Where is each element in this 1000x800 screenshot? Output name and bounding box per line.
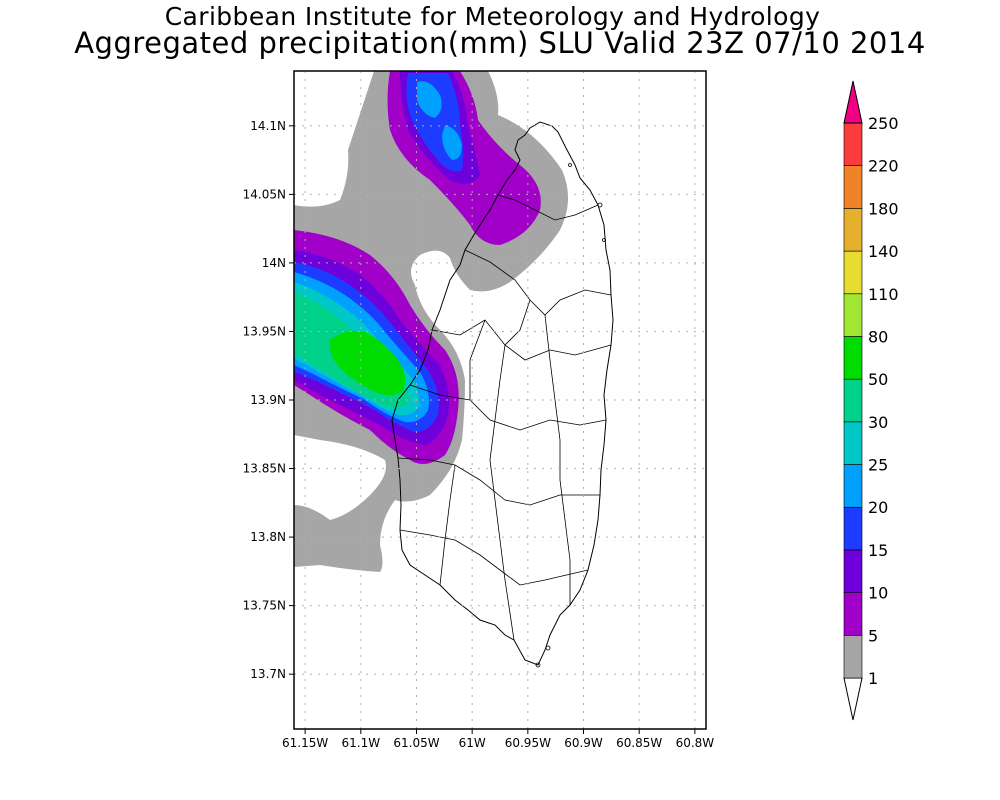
- colorbar-segment: [843, 208, 863, 252]
- lat-tick-label: 13.7N: [250, 667, 286, 681]
- colorbar-label: 1: [868, 669, 878, 688]
- lat-tick-label: 14N: [262, 256, 286, 270]
- colorbar-segment: [843, 635, 863, 679]
- colorbar-label: 250: [868, 114, 899, 133]
- map-subtitle: Aggregated precipitation(mm) SLU Valid 2…: [74, 26, 926, 60]
- colorbar-label: 220: [868, 157, 899, 176]
- lat-tick-label: 13.75N: [243, 599, 286, 613]
- lon-tick-label: 61W: [459, 736, 486, 750]
- colorbar-segment: [843, 250, 863, 295]
- colorbar-label: 10: [868, 584, 888, 603]
- colorbar-segment: [843, 336, 863, 380]
- coastal-islets: [535, 163, 606, 668]
- colorbar-segment: [843, 421, 863, 465]
- lat-tick-label: 14.1N: [250, 119, 286, 133]
- map-title: Caribbean Institute for Meteorology and …: [164, 2, 821, 31]
- lon-tick-label: 60.95W: [505, 736, 551, 750]
- lat-tick-label: 13.9N: [250, 393, 286, 407]
- saint-lucia-island: [391, 121, 614, 668]
- colorbar-label: 80: [868, 327, 888, 346]
- colorbar-label: 180: [868, 199, 899, 218]
- colorbar-label: 15: [868, 541, 888, 560]
- colorbar-label: 50: [868, 370, 888, 389]
- district-boundaries: [397, 194, 612, 641]
- lon-tick-label: 60.9W: [564, 736, 603, 750]
- colorbar-min-arrow: [843, 677, 863, 721]
- colorbar-segment: [843, 506, 863, 551]
- precip-area-20-25mm-b: [442, 125, 462, 160]
- lon-tick-label: 61.05W: [393, 736, 439, 750]
- lat-tick-label: 14.05N: [243, 187, 286, 201]
- latitude-axis: 14.1N 14.05N 14N 13.95N 13.9N 13.85N 13.8N 13.7…: [243, 119, 294, 681]
- lat-tick-label: 13.95N: [243, 324, 286, 338]
- colorbar-label: 30: [868, 413, 888, 432]
- lon-tick-label: 60.8W: [676, 736, 715, 750]
- colorbar-segment: [843, 165, 863, 209]
- island-coastline: [391, 121, 614, 666]
- gridlines: [294, 71, 706, 729]
- colorbar-label: 5: [868, 626, 878, 645]
- lat-tick-label: 13.8N: [250, 530, 286, 544]
- longitude-axis: 61.15W 61.1W 61.05W 61W 60.95W 60.9W 60.85W 60.…: [282, 729, 714, 750]
- lat-tick-label: 13.85N: [243, 462, 286, 476]
- colorbar-label: 140: [868, 242, 899, 261]
- colorbar-label: 25: [868, 456, 888, 475]
- precipitation-field: [294, 71, 569, 572]
- colorbar-segment: [843, 378, 863, 423]
- colorbar-segment: [843, 122, 863, 166]
- colorbar-segment: [843, 592, 863, 636]
- colorbar-max-arrow: [843, 80, 863, 124]
- colorbar-label: 20: [868, 498, 888, 517]
- lon-tick-label: 60.85W: [616, 736, 662, 750]
- precip-area-20-25mm: [417, 81, 442, 118]
- lon-tick-label: 61.1W: [342, 736, 381, 750]
- colorbar-segment: [843, 464, 863, 508]
- colorbar-segment: [843, 293, 863, 337]
- colorbar-segment: [843, 549, 863, 593]
- colorbar-label: 110: [868, 285, 899, 304]
- lon-tick-label: 61.15W: [282, 736, 328, 750]
- precip-area-50-80mm: [329, 331, 406, 395]
